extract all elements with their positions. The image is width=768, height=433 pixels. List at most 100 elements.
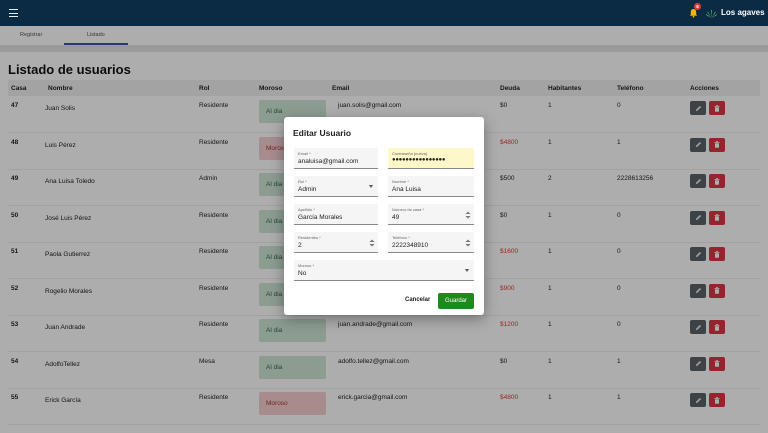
cell-telefono: 0	[617, 321, 621, 328]
pencil-icon	[695, 251, 702, 258]
delete-button[interactable]	[709, 320, 725, 334]
email-field[interactable]: Email * analuisa@gmail.com	[294, 148, 378, 169]
delete-button[interactable]	[709, 247, 725, 261]
apellido-field-value: García Morales	[298, 214, 343, 221]
telefono-field[interactable]: Teléfono * 2222348910	[388, 232, 474, 253]
telefono-field-value: 2222348910	[392, 242, 429, 249]
edit-button[interactable]	[690, 320, 706, 334]
cell-casa: 48	[11, 138, 19, 146]
cell-nombre: Luis Pérez	[45, 141, 76, 149]
delete-button[interactable]	[709, 137, 725, 152]
moroso-select-value: No	[298, 270, 307, 277]
rol-select-label: Rol *	[298, 179, 307, 184]
cell-casa: 49	[11, 175, 19, 182]
pencil-icon	[695, 105, 702, 112]
table-row: 53 Juan Andrade Residente Al dia juan.andrad…	[8, 316, 760, 352]
trash-icon	[714, 214, 720, 221]
delete-button[interactable]	[709, 393, 725, 407]
spinner-arrows-icon[interactable]	[465, 211, 471, 219]
edit-button[interactable]	[690, 247, 706, 261]
cell-nombre: Juan Solis	[45, 105, 75, 112]
menu-icon[interactable]	[9, 9, 18, 17]
tab-bar: Registrar Listado	[0, 26, 768, 45]
bell-icon[interactable]	[689, 8, 698, 18]
cell-nombre: Juan Andrade	[45, 324, 86, 331]
cell-deuda: $4800	[500, 394, 519, 401]
residentes-field[interactable]: Residentes * 2	[294, 232, 378, 253]
table-row: 55 Erick García Residente Moroso erick.garci…	[8, 389, 760, 425]
column-header-nombre: Nombre	[48, 85, 73, 92]
cell-nombre: Paola Gutierrez	[45, 251, 91, 258]
cell-habitantes: 1	[548, 248, 552, 255]
status-badge: Al dia	[259, 355, 326, 379]
delete-button[interactable]	[709, 101, 725, 115]
trash-icon	[714, 360, 720, 367]
trash-icon	[714, 396, 720, 404]
spinner-arrows-icon[interactable]	[465, 239, 471, 247]
status-badge: Al dia	[259, 319, 326, 342]
residentes-field-label: Residentes *	[298, 235, 321, 240]
dialog-title: Editar Usuario	[293, 128, 352, 138]
cell-deuda: $0	[500, 357, 508, 365]
column-header-acciones: Acciones	[690, 85, 719, 92]
delete-button[interactable]	[709, 210, 725, 225]
cell-rol: Residente	[199, 321, 229, 328]
chevron-down-icon	[369, 185, 373, 188]
rol-select[interactable]: Rol * Admin	[294, 176, 378, 197]
delete-button[interactable]	[709, 356, 725, 371]
cell-telefono: 0	[617, 211, 621, 219]
moroso-select[interactable]: Moroso * No	[294, 260, 474, 281]
edit-button[interactable]	[690, 137, 706, 152]
tab-listado[interactable]: Listado	[87, 32, 105, 38]
cell-deuda: $0	[500, 211, 508, 219]
apellido-field-label: Apellido *	[298, 207, 315, 212]
edit-button[interactable]	[690, 356, 706, 371]
delete-button[interactable]	[709, 174, 725, 188]
email-field-value: analuisa@gmail.com	[298, 158, 359, 165]
edit-button[interactable]	[690, 210, 706, 225]
cell-nombre: Erick García	[45, 397, 81, 404]
residentes-field-value: 2	[298, 242, 302, 249]
cell-rol: Residente	[199, 138, 229, 146]
rol-select-value: Admin	[298, 186, 317, 193]
nombre-field[interactable]: Nombre * Ana Luisa	[388, 176, 474, 197]
apellido-field[interactable]: Apellido * García Morales	[294, 204, 378, 225]
cell-telefono: 1	[617, 138, 621, 146]
cancel-button[interactable]: Cancelar	[405, 297, 431, 303]
cell-telefono: 0	[617, 102, 621, 109]
cell-telefono: 1	[617, 357, 621, 365]
cell-telefono: 0	[617, 248, 621, 255]
pencil-icon	[695, 141, 702, 148]
column-header-telefono: Teléfono	[617, 85, 644, 92]
edit-button[interactable]	[690, 174, 706, 188]
notification-badge: 6	[694, 3, 701, 10]
cell-nombre: José Luis Pérez	[45, 214, 92, 222]
edit-user-dialog: Editar Usuario Email * analuisa@gmail.co…	[284, 117, 484, 315]
save-button[interactable]: Guardar	[438, 293, 474, 309]
pencil-icon	[695, 360, 702, 367]
numero-casa-field-label: Número de casa *	[392, 207, 425, 212]
cell-casa: 50	[11, 211, 19, 219]
table-header	[8, 80, 760, 96]
pencil-icon	[695, 287, 702, 294]
cell-email: adolfo.tellez@gmail.com	[338, 357, 409, 365]
column-header-rol: Rol	[199, 85, 210, 92]
edit-button[interactable]	[690, 393, 706, 407]
cell-rol: Residente	[199, 248, 229, 255]
cell-telefono: 2228613256	[617, 175, 654, 182]
pencil-icon	[695, 214, 702, 221]
telefono-field-label: Teléfono *	[392, 235, 410, 240]
cell-deuda: $0	[500, 102, 508, 109]
delete-button[interactable]	[709, 283, 725, 298]
spinner-arrows-icon[interactable]	[369, 239, 375, 247]
trash-icon	[714, 141, 720, 148]
password-field[interactable]: Contraseña (nueva) ●●●●●●●●●●●●●●●●	[388, 148, 474, 169]
numero-casa-field[interactable]: Número de casa * 49	[388, 204, 474, 225]
chevron-down-icon	[465, 269, 469, 272]
edit-button[interactable]	[690, 101, 706, 115]
pencil-icon	[695, 397, 702, 404]
top-app-bar: 6 Los agaves	[0, 0, 768, 26]
divider-band	[0, 45, 768, 52]
tab-registrar[interactable]: Registrar	[20, 32, 43, 38]
edit-button[interactable]	[690, 283, 706, 298]
